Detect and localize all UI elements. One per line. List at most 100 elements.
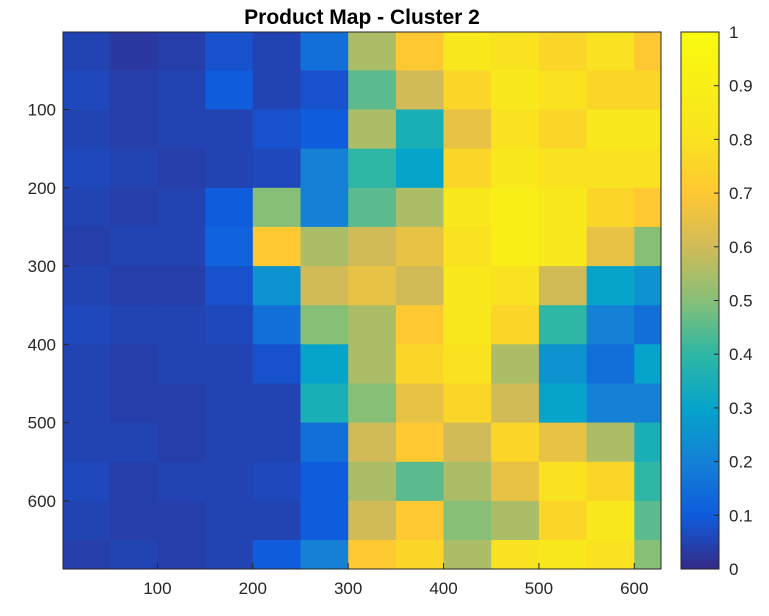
heatmap-cell <box>586 266 635 306</box>
heatmap-cell <box>205 32 254 71</box>
heatmap-cell <box>109 383 158 424</box>
heatmap-cell <box>443 461 492 502</box>
heatmap-cell <box>157 383 206 424</box>
heatmap-cell <box>348 305 397 345</box>
heatmap-cell <box>300 383 349 424</box>
heatmap-cell <box>538 226 588 267</box>
heatmap-cell <box>63 383 111 424</box>
heatmap-cells <box>63 32 661 569</box>
heatmap-cell <box>300 70 349 111</box>
heatmap-cell <box>300 148 349 189</box>
heatmap-cell <box>491 226 540 267</box>
heatmap-cell <box>395 540 445 569</box>
heatmap-cell <box>443 383 492 424</box>
heatmap-cell <box>252 70 302 111</box>
heatmap-cell <box>443 422 492 463</box>
heatmap-cell <box>491 32 540 71</box>
heatmap-cell <box>348 226 397 267</box>
heatmap-cell <box>205 461 254 502</box>
colorbar-tick-label: 0.1 <box>729 506 753 525</box>
heatmap-cell <box>586 32 635 71</box>
heatmap-cell <box>300 305 349 345</box>
heatmap-cell <box>395 109 445 150</box>
heatmap-cell <box>395 383 445 424</box>
heatmap-cell <box>252 422 302 463</box>
y-tick-label: 400 <box>28 335 56 354</box>
heatmap-cell <box>252 109 302 150</box>
heatmap-cell <box>109 226 158 267</box>
heatmap-cell <box>252 32 302 71</box>
heatmap-cell <box>109 109 158 150</box>
heatmap-cell <box>348 461 397 502</box>
heatmap-cell <box>157 540 206 569</box>
heatmap-cell <box>538 461 588 502</box>
heatmap-cell <box>443 32 492 71</box>
colorbar-gradient <box>681 32 719 569</box>
heatmap-cell <box>109 540 158 569</box>
heatmap-cell <box>491 422 540 463</box>
heatmap-cell <box>63 344 111 384</box>
heatmap-cell <box>109 461 158 502</box>
heatmap-cell <box>538 383 588 424</box>
y-tick-label: 100 <box>28 100 56 119</box>
heatmap-cell <box>63 422 111 463</box>
colorbar-tick-label: 0.4 <box>729 345 753 364</box>
heatmap-cell <box>252 187 302 228</box>
x-tick-label: 100 <box>143 579 171 598</box>
colorbar-tick-label: 0.2 <box>729 453 753 472</box>
heatmap-cell <box>395 422 445 463</box>
heatmap-cell <box>634 70 661 111</box>
heatmap-cell <box>443 148 492 189</box>
heatmap-cell <box>109 305 158 345</box>
colorbar-tick-label: 0.6 <box>729 238 753 257</box>
heatmap-cell <box>205 226 254 267</box>
heatmap-cell <box>538 32 588 71</box>
heatmap-cell <box>586 305 635 345</box>
heatmap-cell <box>586 383 635 424</box>
heatmap-cell <box>443 540 492 569</box>
heatmap-cell <box>586 500 635 541</box>
colorbar-tick-label: 0.5 <box>729 292 753 311</box>
heatmap-cell <box>63 70 111 111</box>
heatmap-cell <box>348 187 397 228</box>
heatmap-cell <box>252 226 302 267</box>
heatmap-cell <box>205 70 254 111</box>
x-tick-label: 200 <box>239 579 267 598</box>
heatmap-cell <box>348 383 397 424</box>
heatmap-cell <box>63 540 111 569</box>
heatmap-cell <box>348 266 397 306</box>
heatmap-cell <box>395 305 445 345</box>
heatmap-cell <box>63 461 111 502</box>
heatmap-cell <box>395 344 445 384</box>
heatmap-cell <box>538 305 588 345</box>
heatmap-cell <box>300 109 349 150</box>
heatmap-cell <box>491 344 540 384</box>
heatmap-cell <box>63 226 111 267</box>
heatmap-cell <box>586 461 635 502</box>
heatmap-cell <box>395 187 445 228</box>
heatmap-cell <box>634 344 661 384</box>
heatmap-cell <box>109 32 158 71</box>
heatmap-cell <box>252 461 302 502</box>
chart-title: Product Map - Cluster 2 <box>244 6 480 29</box>
heatmap-cell <box>586 422 635 463</box>
heatmap-cell <box>634 461 661 502</box>
heatmap-cell <box>395 70 445 111</box>
heatmap-cell <box>538 70 588 111</box>
heatmap-cell <box>348 70 397 111</box>
heatmap-cell <box>491 305 540 345</box>
heatmap-cell <box>300 187 349 228</box>
heatmap-cell <box>634 500 661 541</box>
heatmap-cell <box>157 500 206 541</box>
x-tick-label: 400 <box>429 579 457 598</box>
heatmap-cell <box>634 266 661 306</box>
heatmap-cell <box>157 226 206 267</box>
heatmap-cell <box>395 148 445 189</box>
heatmap-cell <box>109 344 158 384</box>
heatmap-cell <box>491 187 540 228</box>
heatmap-cell <box>300 540 349 569</box>
heatmap-cell <box>634 109 661 150</box>
heatmap-cell <box>395 500 445 541</box>
heatmap-cell <box>634 32 661 71</box>
heatmap-cell <box>157 422 206 463</box>
